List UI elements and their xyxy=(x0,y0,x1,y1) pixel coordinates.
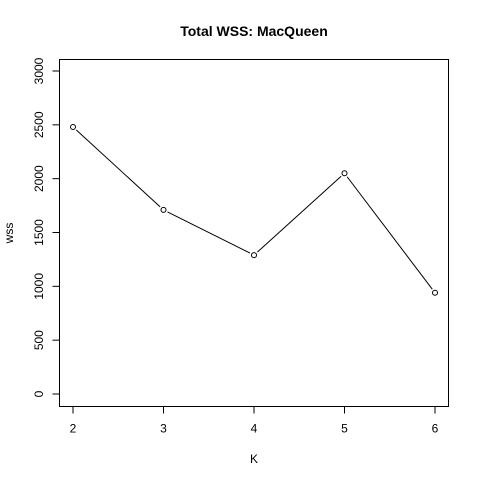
x-axis: 2 3 4 5 6 xyxy=(70,406,439,436)
data-point xyxy=(341,170,348,177)
x-tick-label: 3 xyxy=(160,422,167,436)
y-tick-label: 0 xyxy=(32,390,46,397)
series-layer xyxy=(70,123,438,296)
y-axis-label: wss xyxy=(2,223,16,245)
data-point xyxy=(432,289,438,296)
y-tick-label: 1500 xyxy=(32,219,46,246)
y-axis: 0 500 1000 1500 2000 2500 3000 xyxy=(32,57,60,397)
chart-title: Total WSS: MacQueen xyxy=(180,23,328,39)
x-axis-label: K xyxy=(250,452,258,466)
x-tick-label: 2 xyxy=(70,422,77,436)
x-tick-label: 4 xyxy=(251,422,258,436)
data-point xyxy=(160,206,167,213)
y-tick-label: 2500 xyxy=(32,111,46,138)
series-line-segment xyxy=(346,176,433,290)
y-tick-label: 1000 xyxy=(32,273,46,300)
series-line-segment xyxy=(75,129,161,208)
y-tick-label: 2000 xyxy=(32,165,46,192)
x-tick-label: 5 xyxy=(341,422,348,436)
data-point xyxy=(251,252,257,259)
series-line-segment xyxy=(167,211,251,254)
y-tick-label: 3000 xyxy=(32,57,46,84)
x-tick-label: 6 xyxy=(432,422,439,436)
data-point xyxy=(70,123,76,130)
y-tick-label: 500 xyxy=(32,330,46,350)
series-line-segment xyxy=(257,175,342,253)
